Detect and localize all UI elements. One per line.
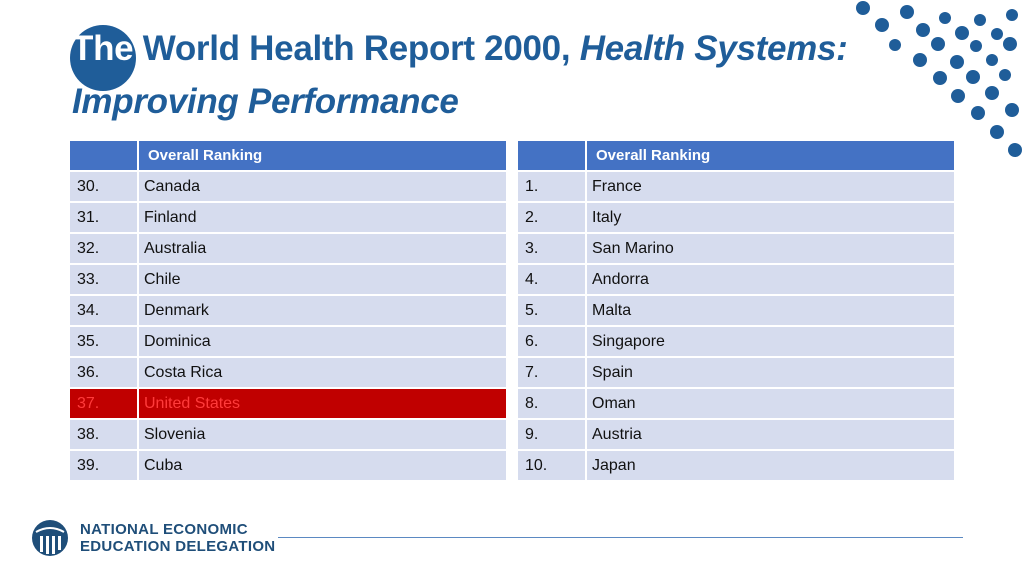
country-cell: San Marino [587, 234, 954, 263]
rank-cell: 38. [70, 420, 139, 449]
rank-cell: 5. [518, 296, 587, 325]
rank-cell: 6. [518, 327, 587, 356]
rank-cell: 33. [70, 265, 139, 294]
table-row: 35. Dominica [70, 327, 506, 356]
country-cell: Canada [139, 172, 506, 201]
table-row: 9. Austria [518, 420, 954, 449]
rank-cell: 30. [70, 172, 139, 201]
ranking-column-header: Overall Ranking [139, 141, 506, 170]
rank-cell: 32. [70, 234, 139, 263]
ranking-column-header: Overall Ranking [587, 141, 954, 170]
table-row: 6. Singapore [518, 327, 954, 356]
table-header-row: Overall Ranking [518, 141, 954, 170]
org-line-2: EDUCATION DELEGATION [80, 538, 276, 555]
table-row: 32. Australia [70, 234, 506, 263]
rank-cell: 9. [518, 420, 587, 449]
table-header-row: Overall Ranking [70, 141, 506, 170]
table-row: 3. San Marino [518, 234, 954, 263]
rank-column-header [518, 141, 587, 170]
rank-cell: 31. [70, 203, 139, 232]
table-row: 30. Canada [70, 172, 506, 201]
table-row: 33. Chile [70, 265, 506, 294]
table-row: 39. Cuba [70, 451, 506, 480]
title-prefix: The [69, 22, 137, 91]
table-row: 4. Andorra [518, 265, 954, 294]
table-row: 10. Japan [518, 451, 954, 480]
title-italic-2: Improving Performance [72, 82, 459, 121]
rank-cell: 35. [70, 327, 139, 356]
country-cell: France [587, 172, 954, 201]
country-cell: Malta [587, 296, 954, 325]
ranking-table-right: Overall Ranking 1. France 2. Italy 3. San M… [518, 139, 954, 482]
rank-cell: 2. [518, 203, 587, 232]
rank-cell: 10. [518, 451, 587, 480]
country-cell: Spain [587, 358, 954, 387]
highlighted-table-row: 37. United States [70, 389, 506, 418]
country-cell: Costa Rica [139, 358, 506, 387]
country-cell: Cuba [139, 451, 506, 480]
rank-cell: 8. [518, 389, 587, 418]
page-title: The World Health Report 2000, Health Sys… [69, 22, 932, 128]
rank-cell: 37. [70, 389, 139, 418]
org-line-1: NATIONAL ECONOMIC [80, 521, 248, 538]
title-italic-1: Health Systems: [579, 29, 848, 68]
rank-cell: 36. [70, 358, 139, 387]
table-row: 38. Slovenia [70, 420, 506, 449]
table-row: 2. Italy [518, 203, 954, 232]
country-cell: Italy [587, 203, 954, 232]
ranking-table-left: Overall Ranking 30. Canada 31. Finland 32.… [70, 139, 506, 482]
rank-cell: 3. [518, 234, 587, 263]
country-cell: Oman [587, 389, 954, 418]
footer-divider [278, 537, 963, 538]
country-cell: Finland [139, 203, 506, 232]
rank-cell: 34. [70, 296, 139, 325]
table-row: 34. Denmark [70, 296, 506, 325]
table-row: 5. Malta [518, 296, 954, 325]
title-main: World Health Report 2000, [133, 29, 580, 68]
table-row: 36. Costa Rica [70, 358, 506, 387]
country-cell: United States [139, 389, 506, 418]
country-cell: Andorra [587, 265, 954, 294]
table-row: 8. Oman [518, 389, 954, 418]
rank-cell: 1. [518, 172, 587, 201]
country-cell: Japan [587, 451, 954, 480]
country-cell: Slovenia [139, 420, 506, 449]
rank-column-header [70, 141, 139, 170]
rank-cell: 39. [70, 451, 139, 480]
country-cell: Dominica [139, 327, 506, 356]
country-cell: Chile [139, 265, 506, 294]
country-cell: Denmark [139, 296, 506, 325]
table-row: 31. Finland [70, 203, 506, 232]
rank-cell: 7. [518, 358, 587, 387]
globe-icon [32, 520, 68, 556]
rank-cell: 4. [518, 265, 587, 294]
country-cell: Austria [587, 420, 954, 449]
country-cell: Singapore [587, 327, 954, 356]
table-row: 7. Spain [518, 358, 954, 387]
organization-name: NATIONAL ECONOMIC EDUCATION DELEGATION [80, 521, 275, 555]
decorative-dots [856, 1, 1022, 157]
table-row: 1. France [518, 172, 954, 201]
country-cell: Australia [139, 234, 506, 263]
